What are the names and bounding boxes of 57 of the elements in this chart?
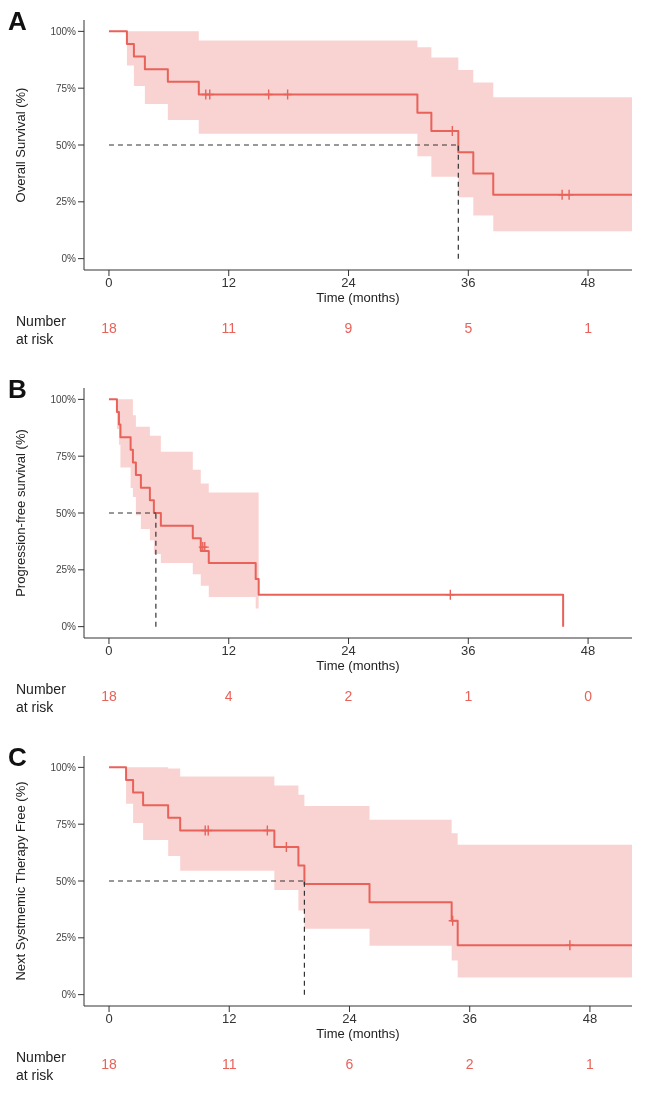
text: 1 [583, 320, 593, 336]
text: 5 [463, 320, 474, 336]
x-tick-label: 36 [461, 275, 476, 291]
x-tick-label: 48 [580, 643, 596, 659]
x-tick-label: 12 [222, 1011, 237, 1027]
text: 2 [343, 688, 354, 704]
y-tick-label: 100% [50, 393, 77, 405]
chart-title: B [8, 374, 27, 405]
x-axis-title: Time (months) [315, 290, 401, 305]
y-tick-label: 0% [61, 621, 77, 633]
x-tick-label: 12 [221, 643, 236, 659]
text: 18 [100, 1056, 118, 1072]
text: 1 [585, 1056, 595, 1072]
y-tick-label: 25% [55, 564, 77, 576]
x-tick-label: 24 [342, 1011, 357, 1027]
text: Number at risk [16, 312, 67, 348]
y-tick-label: 100% [50, 761, 77, 773]
x-tick-label: 48 [582, 1011, 598, 1027]
text: 4 [223, 688, 234, 704]
chart-title: A [8, 6, 27, 37]
y-axis-title: Overall Survival (%) [12, 87, 28, 203]
y-tick-label: 25% [55, 196, 77, 208]
y-tick-label: 50% [55, 139, 77, 151]
text: 6 [344, 1056, 355, 1072]
x-tick-label: 0 [105, 643, 113, 659]
x-tick-label: 48 [580, 275, 596, 291]
y-tick-label: 75% [55, 818, 77, 830]
text: 2 [464, 1056, 475, 1072]
y-tick-label: 75% [55, 450, 77, 462]
y-tick-label: 0% [61, 253, 77, 265]
text: Number at risk [16, 680, 67, 716]
chart-title: C [8, 742, 27, 773]
y-tick-label: 0% [61, 989, 77, 1001]
x-tick-label: 12 [221, 275, 236, 291]
y-tick-label: 75% [55, 82, 77, 94]
y-axis-title: Next Systmemic Therapy Free (%) [12, 781, 28, 981]
text: Number at risk [16, 1048, 67, 1084]
text: 11 [220, 1056, 238, 1072]
x-tick-label: 24 [341, 643, 356, 659]
x-tick-label: 0 [105, 1011, 113, 1027]
text: 18 [100, 320, 118, 336]
text: 9 [343, 320, 354, 336]
text: 0 [583, 688, 593, 704]
x-axis-title: Time (months) [315, 658, 401, 673]
x-tick-label: 0 [105, 275, 113, 291]
text: 11 [220, 320, 237, 336]
y-axis-title: Progression-free survival (%) [12, 429, 28, 597]
y-tick-label: 100% [50, 25, 77, 37]
y-tick-label: 50% [55, 875, 77, 887]
y-tick-label: 25% [55, 932, 77, 944]
x-tick-label: 36 [462, 1011, 477, 1027]
y-tick-label: 50% [55, 507, 77, 519]
text: 18 [100, 688, 118, 704]
x-tick-label: 36 [461, 643, 476, 659]
x-axis-title: Time (months) [315, 1026, 401, 1041]
x-tick-label: 24 [341, 275, 356, 291]
text: 1 [463, 688, 474, 704]
